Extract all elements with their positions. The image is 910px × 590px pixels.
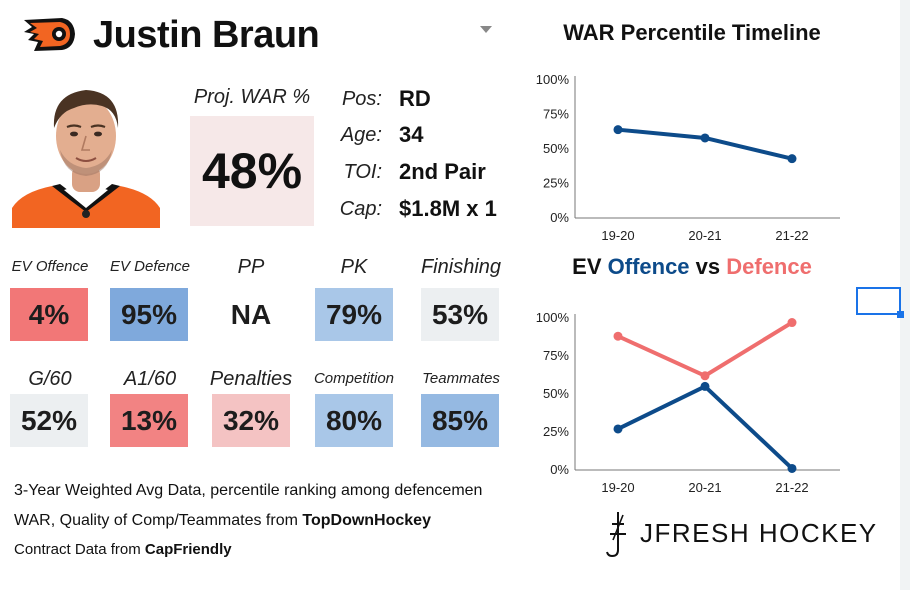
ev-chart-defence-series-point: [613, 331, 623, 341]
stat-label-pk: PK: [340, 256, 368, 278]
title-part-offence: Offence: [607, 254, 690, 279]
war-timeline-x-tick-label: 20-21: [688, 228, 721, 243]
topdownhockey-credit: TopDownHockey: [302, 512, 431, 529]
stat-label-finishing: Finishing: [420, 256, 502, 278]
war-timeline-war-series-point: [787, 154, 797, 164]
stat-label-ev-offence: EV Offence: [11, 258, 89, 275]
ev-chart-x-tick-label: 20-21: [688, 480, 721, 495]
stat-label-g60: G/60: [28, 368, 72, 390]
selected-cell[interactable]: [856, 287, 901, 315]
ev-chart-y-tick-label: 50%: [543, 386, 569, 401]
title-part-vs: vs: [689, 254, 727, 279]
ev-chart-offence-series-point: [787, 463, 797, 473]
ev-chart-y-tick-label: 0%: [550, 462, 569, 477]
bio-cap-label: Cap:: [339, 198, 382, 220]
stat-box-finishing: 53%: [421, 288, 499, 341]
war-timeline-war-series-point: [613, 125, 623, 135]
stat-label-competition: Competition: [313, 370, 395, 387]
bio-pos-label: Pos:: [341, 88, 382, 110]
war-timeline-x-tick-label: 19-20: [601, 228, 634, 243]
ev-offence-defence-chart: 0% 25% 50% 75% 100% 19-20 20-21 21-22: [536, 310, 840, 495]
stat-box-g60: 52%: [10, 394, 88, 447]
footnote-war-source-prefix: WAR, Quality of Comp/Teammates from: [14, 512, 303, 529]
stat-label-teammates: Teammates: [422, 370, 500, 387]
proj-war-value: 48%: [190, 116, 314, 226]
stat-box-a160: 13%: [110, 394, 188, 447]
war-timeline-y-tick-label: 50%: [543, 141, 569, 156]
ev-chart-offence-series-point: [700, 381, 710, 391]
capfriendly-credit: CapFriendly: [144, 541, 232, 558]
war-timeline-y-tick-label: 100%: [536, 72, 570, 87]
bio-age-label: Age:: [340, 124, 382, 146]
proj-war-label: Proj. WAR %: [193, 86, 311, 108]
player-dropdown-caret-icon[interactable]: [480, 26, 492, 33]
stat-box-penalties: 32%: [212, 394, 290, 447]
bio-pos-value: RD: [399, 86, 431, 111]
bio-age-value: 34: [399, 122, 424, 147]
ev-chart-defence-series-line: [616, 320, 794, 378]
jfresh-hockey-logo-icon: [606, 512, 626, 558]
player-headshot: [12, 80, 160, 228]
footnote-war-source: WAR, Quality of Comp/Teammates from TopD…: [14, 512, 431, 530]
stat-box-ev-defence: 95%: [110, 288, 188, 341]
war-timeline-title: WAR Percentile Timeline: [563, 20, 821, 45]
ev-chart-offence-series-point: [613, 424, 623, 434]
ev-chart-y-tick-label: 100%: [536, 310, 570, 325]
stat-box-teammates: 85%: [421, 394, 499, 447]
war-timeline-x-tick-label: 21-22: [775, 228, 808, 243]
stat-box-competition: 80%: [315, 394, 393, 447]
stat-box-pp: NA: [212, 288, 290, 341]
war-timeline-y-tick-label: 25%: [543, 176, 569, 191]
bio-cap-value: $1.8M x 1: [399, 196, 497, 221]
stat-label-penalties: Penalties: [209, 368, 293, 390]
stat-label-ev-defence: EV Defence: [109, 258, 191, 275]
flyers-logo-icon: [24, 18, 75, 51]
ev-chart-defence-series-point: [787, 318, 797, 328]
sheet-scrollbar-strip[interactable]: [900, 0, 910, 590]
footnote-contract-source-prefix: Contract Data from: [14, 541, 145, 558]
title-part-defence: Defence: [726, 254, 812, 279]
bio-toi-value: 2nd Pair: [399, 159, 486, 184]
stat-box-pk: 79%: [315, 288, 393, 341]
ev-chart-offence-series-line: [616, 384, 794, 471]
ev-chart-x-tick-label: 21-22: [775, 480, 808, 495]
footnote-contract-source: Contract Data from CapFriendly: [14, 541, 232, 558]
war-timeline-chart: 0% 25% 50% 75% 100% 19-20 20-21 21-22: [536, 72, 840, 243]
jfresh-hockey-brand: JFRESH HOCKEY: [640, 518, 878, 548]
war-timeline-y-tick-label: 0%: [550, 210, 569, 225]
stat-label-pp: PP: [237, 256, 265, 278]
player-name: Justin Braun: [93, 14, 320, 56]
war-timeline-war-series-point: [700, 133, 710, 143]
stat-label-a160: A1/60: [123, 368, 177, 390]
cell-fill-handle[interactable]: [897, 311, 904, 318]
ev-chart-defence-series-point: [700, 371, 710, 381]
footnote-data-description: 3-Year Weighted Avg Data, percentile ran…: [14, 482, 483, 499]
stat-box-ev-offence: 4%: [10, 288, 88, 341]
war-timeline-y-tick-label: 75%: [543, 107, 569, 122]
title-part-ev: EV: [572, 254, 608, 279]
ev-offence-defence-title: EV Offence vs Defence: [530, 254, 854, 280]
ev-chart-y-tick-label: 75%: [543, 348, 569, 363]
ev-chart-x-tick-label: 19-20: [601, 480, 634, 495]
ev-chart-y-tick-label: 25%: [543, 424, 569, 439]
bio-toi-label: TOI:: [343, 161, 382, 183]
